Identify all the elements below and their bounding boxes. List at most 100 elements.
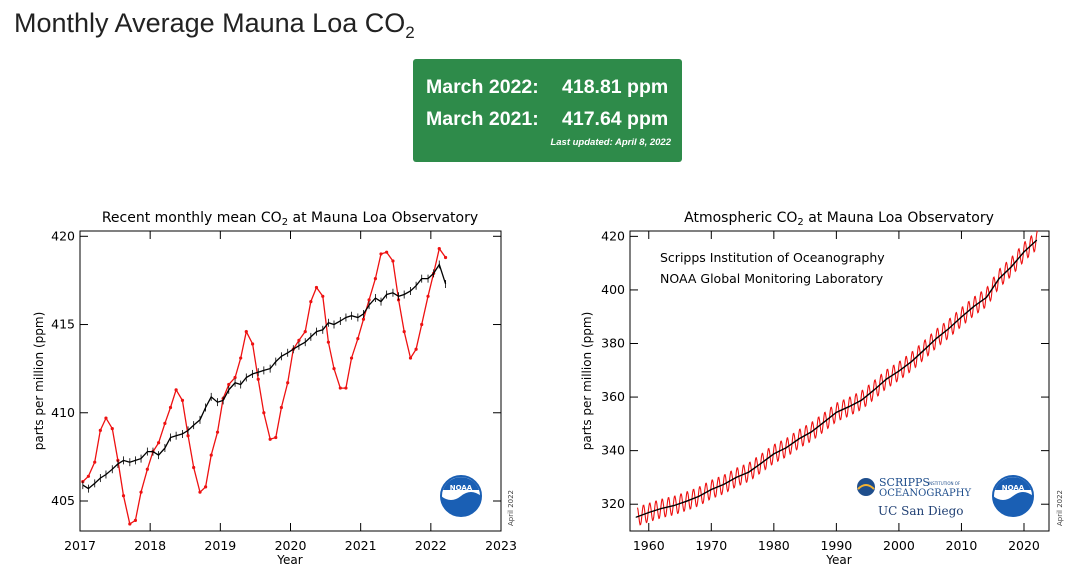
- chart2-ytick-label: 380: [601, 336, 625, 351]
- chart2-point-trend: [773, 453, 775, 455]
- chart2-xtick-label: 1980: [758, 538, 790, 553]
- chart1-point-monthly-mean: [326, 340, 330, 344]
- chart2-point-trend: [948, 327, 950, 330]
- chart2-point-trend: [848, 406, 850, 408]
- chart2-ytick-label: 360: [601, 389, 625, 404]
- chart1-xlabel: Year: [276, 553, 302, 567]
- chart1-point-monthly-mean: [303, 329, 307, 334]
- chart1-point-monthly-mean: [338, 386, 342, 390]
- chart2-ylabel: parts per million (ppm): [580, 312, 594, 451]
- page-title: Monthly Average Mauna Loa CO2: [14, 8, 415, 42]
- chart1-point-monthly-mean: [262, 411, 266, 415]
- chart1-point-monthly-mean: [121, 494, 126, 498]
- chart1-xtick-label: 2023: [485, 538, 517, 553]
- chart1-point-monthly-mean: [268, 437, 272, 441]
- chart1-point-monthly-mean: [321, 294, 325, 298]
- chart2-xtick-label: 2020: [1008, 538, 1040, 553]
- chart2-point-trend: [910, 361, 913, 363]
- chart2-point-trend: [973, 305, 975, 307]
- chart1-point-monthly-mean: [93, 460, 97, 464]
- chart1-point-monthly-mean: [373, 277, 378, 281]
- chart2-point-trend: [923, 349, 925, 351]
- chart1-point-monthly-mean: [163, 421, 167, 425]
- chart1-point-monthly-mean: [156, 441, 161, 445]
- chart2-point-trend: [798, 438, 800, 440]
- chart1-point-monthly-mean: [139, 490, 143, 494]
- chart1-xtick-label: 2022: [415, 538, 447, 553]
- chart1-xtick-label: 2017: [64, 538, 96, 553]
- chart1-point-monthly-mean: [110, 427, 114, 431]
- chart2-point-trend: [673, 504, 675, 507]
- chart1-ylabel: parts per million (ppm): [32, 312, 46, 451]
- chart2-point-trend: [998, 278, 1000, 280]
- chart1-point-monthly-mean: [256, 377, 260, 381]
- chart1-xtick-label: 2018: [134, 538, 166, 553]
- chart2-point-trend: [723, 483, 725, 485]
- chart1-series-monthly-mean-line: [82, 247, 447, 525]
- chart1-point-monthly-mean: [309, 299, 313, 304]
- chart2-point-trend: [748, 471, 750, 473]
- chart1-point-monthly-mean: [391, 259, 395, 263]
- chart2-xtick-label: 2000: [883, 538, 915, 553]
- scripps-logo: SCRIPPS INSTITUTION OF OCEANOGRAPHY UC S…: [857, 476, 972, 518]
- chart2-ytick-label: 400: [601, 282, 625, 297]
- chart1-ytick-label: 405: [51, 493, 75, 508]
- chart2-point-trend: [985, 296, 988, 299]
- chart2-xtick-label: 1960: [633, 538, 665, 553]
- chart1-point-monthly-mean: [408, 356, 413, 360]
- chart1-point-monthly-mean: [168, 405, 173, 410]
- chart1-point-monthly-mean: [180, 398, 185, 403]
- chart2-point-trend: [860, 399, 862, 401]
- noaa-logo-text-left: NOAA: [450, 484, 473, 492]
- chart2-point-trend: [735, 476, 737, 479]
- scripps-line1-small: INSTITUTION OF: [928, 481, 961, 486]
- chart2-annotation-scripps: Scripps Institution of Oceanography: [660, 250, 885, 265]
- ucsd-logo-text: UC San Diego: [878, 504, 964, 518]
- chart2-point-trend: [823, 421, 825, 423]
- scripps-line1: SCRIPPS: [879, 476, 930, 489]
- chart1-point-monthly-mean: [402, 329, 406, 334]
- chart1-point-monthly-mean: [274, 435, 278, 440]
- chart1-point-monthly-mean: [385, 250, 389, 254]
- chart1-point-monthly-mean: [361, 317, 366, 321]
- chart1-point-monthly-mean: [227, 382, 231, 387]
- chart1-series-trend-line: [82, 262, 447, 490]
- chart2-point-trend: [710, 488, 712, 491]
- noaa-logo-text-right: NOAA: [1002, 484, 1025, 492]
- chart1-point-monthly-mean: [209, 453, 213, 457]
- chart1-xtick-label: 2021: [345, 538, 377, 553]
- chart1-point-monthly-mean: [86, 474, 91, 478]
- chart1-point-monthly-mean: [349, 356, 354, 360]
- chart2-series-monthly-line: [636, 230, 1038, 526]
- date-stamp-left: April 2022: [507, 490, 515, 526]
- scripps-line2: OCEANOGRAPHY: [879, 488, 972, 499]
- chart1-point-monthly-mean: [279, 405, 283, 410]
- chart1-point-monthly-mean: [104, 416, 108, 420]
- chart1-point-monthly-mean: [367, 298, 371, 302]
- chart2-annotation-noaa: NOAA Global Monitoring Laboratory: [660, 271, 884, 286]
- chart1-ytick-label: 420: [51, 228, 75, 243]
- noaa-logo-right: NOAA: [992, 475, 1034, 517]
- chart2-point-trend: [635, 516, 637, 518]
- noaa-logo-left: NOAA: [440, 475, 482, 517]
- chart1-point-monthly-mean: [174, 388, 178, 392]
- chart2-xtick-label: 1990: [820, 538, 852, 553]
- chart1-xtick-label: 2019: [204, 538, 236, 553]
- chart2-xtick-label: 2010: [946, 538, 978, 553]
- co2-stat-box: March 2022: 418.81 ppm March 2021: 417.64 …: [413, 59, 682, 162]
- chart2-point-trend: [835, 411, 837, 413]
- chart2-title: Atmospheric CO2 at Mauna Loa Observatory: [684, 210, 994, 228]
- chart1-point-monthly-mean: [414, 347, 418, 351]
- stat-label-current: March 2022:: [426, 76, 539, 98]
- stat-label-previous: March 2021:: [426, 108, 539, 130]
- chart2-point-trend: [1010, 266, 1013, 268]
- chart2-point-trend: [685, 500, 687, 502]
- chart1-point-monthly-mean: [133, 518, 138, 523]
- date-stamp-right: April 2022: [1056, 490, 1064, 526]
- chart1-point-monthly-mean: [314, 285, 319, 290]
- chart1-xtick-label: 2020: [275, 538, 307, 553]
- chart1-point-monthly-mean: [379, 252, 383, 256]
- longterm-co2-chart: Atmospheric CO2 at Mauna Loa Observatory…: [580, 210, 1064, 567]
- chart1-point-monthly-mean: [251, 342, 255, 346]
